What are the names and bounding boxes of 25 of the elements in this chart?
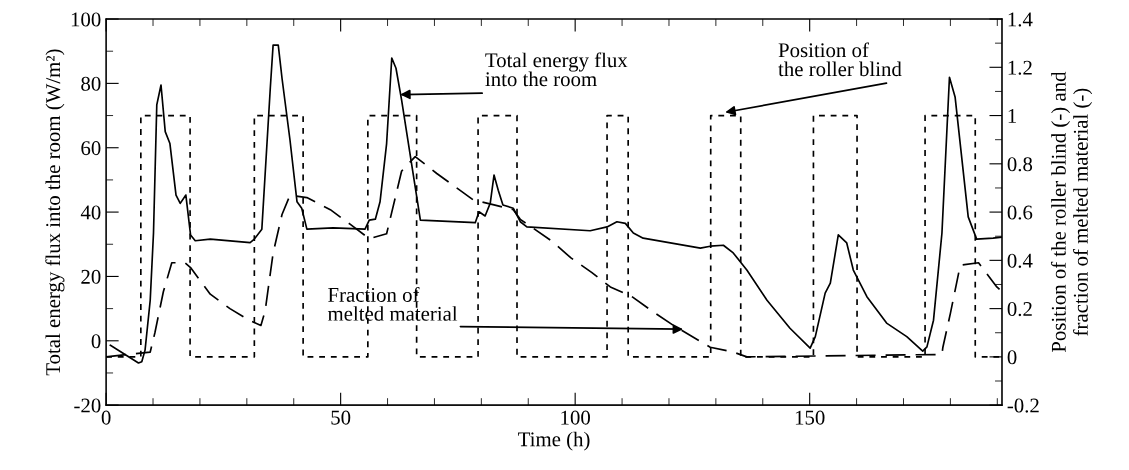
y2-tick-label: 1.2 <box>1008 60 1032 75</box>
y-tick-label: 60 <box>81 141 101 156</box>
x-tick-label: 100 <box>561 410 590 425</box>
y-tick-label: 40 <box>80 205 101 220</box>
y2-tick-label: 1 <box>1008 109 1017 123</box>
x-tick-label: 150 <box>795 410 825 425</box>
y2-tick-label: 0 <box>1007 350 1017 365</box>
y-axis-title: Total energy flux into the room (W/m²) <box>45 49 65 376</box>
annotation: Total energy flux into the room <box>485 52 628 87</box>
y-tick-label: 80 <box>81 76 101 91</box>
annotation: Position of the roller blind <box>778 42 902 77</box>
y2-tick-label: -0.2 <box>1007 398 1039 413</box>
x-axis-title: Time (h) <box>518 431 590 451</box>
y-tick-label: 0 <box>91 334 101 349</box>
x-tick-label: 0 <box>101 410 111 425</box>
y2-tick-label: 0.6 <box>1007 205 1033 220</box>
y-tick-label: 20 <box>81 269 101 284</box>
y-tick-label: -20 <box>74 398 101 413</box>
y2-axis-title: Position of the roller blind (-) and fraction of melted material (-) <box>1050 71 1093 353</box>
y2-tick-label: 0.8 <box>1007 157 1033 172</box>
y2-tick-label: 1.4 <box>1008 12 1033 27</box>
y2-tick-label: 0.4 <box>1007 253 1033 268</box>
y2-tick-label: 0.2 <box>1007 301 1032 317</box>
y-tick-label: 100 <box>71 12 101 27</box>
x-tick-label: 50 <box>331 410 351 425</box>
